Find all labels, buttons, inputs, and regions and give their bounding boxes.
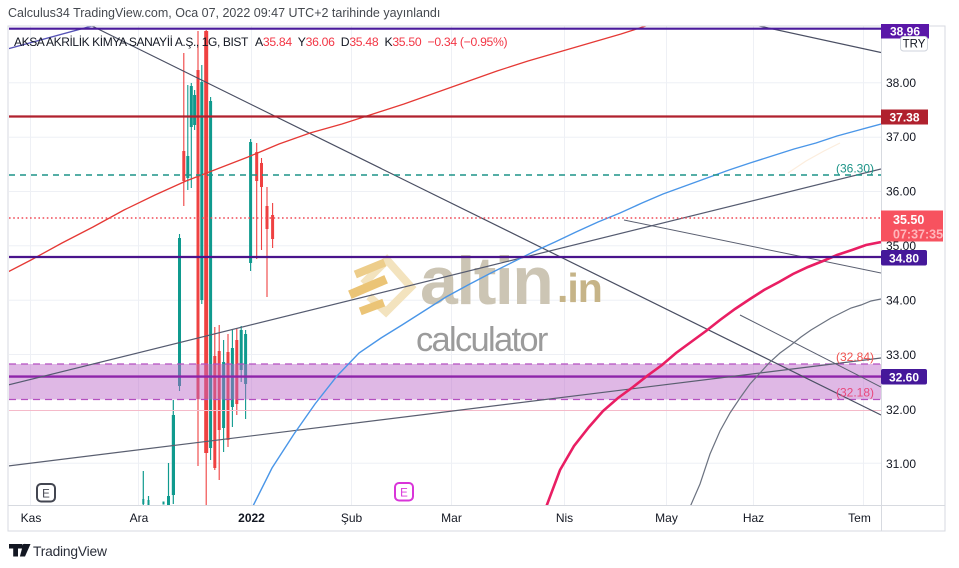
svg-text:35.50: 35.50 [893,213,924,227]
svg-text:A35.84 Y36.06 D35.48 K35.50: A35.84 Y36.06 D35.48 K35.50 −0.34 (−0.95… [255,35,508,49]
svg-text:(36.30): (36.30) [836,162,874,176]
svg-text:E: E [42,489,50,501]
svg-text:Haz: Haz [743,511,764,525]
svg-text:34.00: 34.00 [886,294,916,308]
svg-text:(32.84): (32.84) [836,350,874,364]
svg-text:32.60: 32.60 [889,371,919,385]
svg-text:38.00: 38.00 [886,76,916,90]
svg-text:37.38: 37.38 [889,111,919,125]
svg-text:May: May [655,511,678,525]
svg-text:Ara: Ara [130,511,149,525]
svg-text:(32.18): (32.18) [836,386,874,400]
svg-text:AKSA AKRİLİK KİMYA SANAYİİ A.Ş: AKSA AKRİLİK KİMYA SANAYİİ A.Ş., 1G, BIS… [14,35,249,49]
svg-text:calculator: calculator [416,321,548,359]
svg-text:Kas: Kas [21,511,42,525]
svg-text:07:37:35: 07:37:35 [893,228,943,242]
svg-text:Şub: Şub [341,511,363,525]
svg-text:Nis: Nis [556,511,573,525]
svg-text:2022: 2022 [238,511,265,525]
svg-text:Calculus34 TradingView.com, Oc: Calculus34 TradingView.com, Oca 07, 2022… [8,6,440,20]
svg-text:36.00: 36.00 [886,185,916,199]
svg-text:34.80: 34.80 [889,252,919,266]
svg-text:38.96: 38.96 [890,25,920,39]
svg-text:TRY: TRY [903,39,926,51]
svg-text:.in: .in [557,265,602,311]
svg-text:37.00: 37.00 [886,130,916,144]
svg-text:31.00: 31.00 [886,457,916,471]
svg-text:32.00: 32.00 [886,403,916,417]
svg-text:altin: altin [420,243,552,319]
svg-text:TradingView: TradingView [33,544,107,559]
svg-text:33.00: 33.00 [886,348,916,362]
svg-text:35.00: 35.00 [886,239,916,253]
svg-text:Tem: Tem [848,511,871,525]
svg-text:Mar: Mar [441,511,462,525]
svg-text:E: E [400,488,408,500]
